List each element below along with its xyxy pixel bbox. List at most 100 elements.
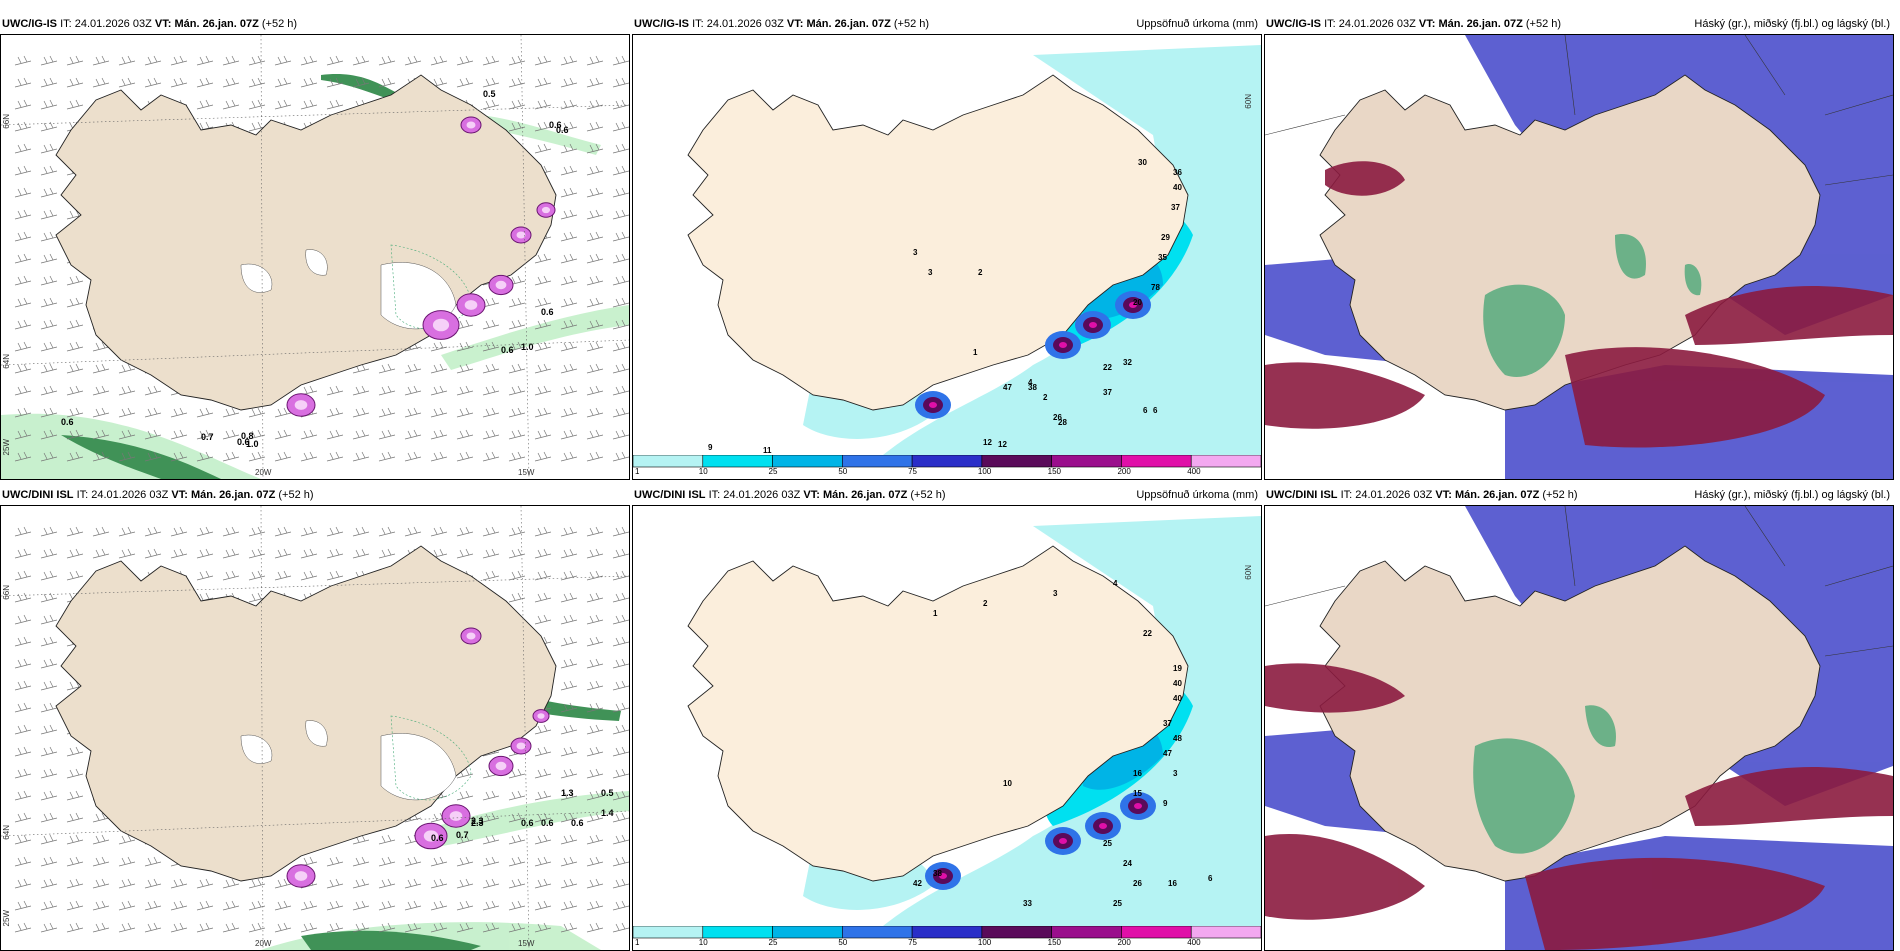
it-value: 24.01.2026 03Z bbox=[91, 489, 169, 501]
colorbar-tick: 100 bbox=[977, 467, 992, 476]
model-name: UWC/DINI ISL bbox=[2, 489, 74, 501]
precip-value: 11 bbox=[763, 446, 772, 455]
map-panel-p2: UWC/IG-IS IT: 24.01.2026 03Z VT: Mán. 26… bbox=[632, 16, 1262, 480]
precip-value: 40 bbox=[1173, 694, 1182, 703]
precip-value: 12 bbox=[983, 438, 992, 447]
precip-value: 38 bbox=[1028, 383, 1037, 392]
value-label: 2.3 bbox=[471, 816, 484, 826]
model-name: UWC/DINI ISL bbox=[634, 489, 706, 501]
value-label: 0.8 bbox=[241, 431, 254, 441]
precip-value: 2 bbox=[978, 268, 983, 277]
precip-value: 24 bbox=[1123, 859, 1132, 868]
lead-time: (+52 h) bbox=[910, 489, 946, 501]
precip-value: 4 bbox=[1113, 579, 1118, 588]
colorbar-swatches bbox=[633, 455, 1261, 468]
colorbar-tick: 150 bbox=[1047, 938, 1062, 947]
colorbar-tick: 75 bbox=[908, 938, 918, 947]
map-panel-p4: UWC/DINI ISL IT: 24.01.2026 03Z VT: Mán.… bbox=[0, 487, 630, 951]
colorbar-swatch bbox=[702, 926, 773, 939]
vt-value: Mán. 26.jan. 07Z bbox=[822, 489, 908, 501]
value-label: 0.6 bbox=[431, 833, 444, 843]
value-label: 1.3 bbox=[561, 788, 574, 798]
value-label: 0.7 bbox=[201, 432, 214, 442]
precip-value: 37 bbox=[1103, 388, 1112, 397]
colorbar-tick: 400 bbox=[1187, 938, 1201, 947]
panel-title: Háský (gr.), miðský (fj.bl.) og lágský (… bbox=[1694, 489, 1890, 501]
colorbar-swatch bbox=[702, 455, 773, 468]
vt-label: VT: bbox=[803, 489, 820, 501]
panel-header: UWC/DINI ISL IT: 24.01.2026 03Z VT: Mán.… bbox=[1266, 487, 1890, 503]
lead-time: (+52 h) bbox=[278, 489, 314, 501]
map-panel-p1: UWC/IG-IS IT: 24.01.2026 03Z VT: Mán. 26… bbox=[0, 16, 630, 480]
precip-value: 9 bbox=[1163, 799, 1168, 808]
colorbar-swatch bbox=[842, 926, 913, 939]
colorbar-tick: 1 bbox=[635, 467, 640, 476]
precip-value: 20 bbox=[1133, 298, 1142, 307]
value-label: 0.6 bbox=[521, 818, 534, 828]
map-frame: 0.5 1.4 0.6 1.3 0.6 0.6 2.3 0.7 0.6 2.3 bbox=[0, 505, 630, 951]
colorbar-swatch bbox=[633, 926, 704, 939]
panel-header: UWC/DINI ISL IT: 24.01.2026 03Z VT: Mán.… bbox=[634, 487, 1258, 503]
it-value: 24.01.2026 03Z bbox=[1338, 18, 1416, 30]
map-canvas: 2219404037484716152524262533384210916364… bbox=[633, 506, 1261, 950]
lat-label: 66N bbox=[2, 114, 11, 129]
lead-time: (+52 h) bbox=[261, 18, 298, 30]
lon-label: 15W bbox=[518, 939, 535, 948]
colorbar-tick: 10 bbox=[698, 938, 708, 947]
colorbar-swatch bbox=[911, 455, 983, 468]
colorbar-tick: 25 bbox=[768, 938, 778, 947]
map-frame bbox=[1264, 34, 1894, 480]
colorbar-tick: 10 bbox=[698, 467, 708, 476]
precip-value: 40 bbox=[1173, 183, 1182, 192]
it-label: IT: bbox=[708, 489, 721, 501]
grid-label: 60N bbox=[1244, 94, 1253, 109]
precip-value: 1 bbox=[933, 609, 938, 618]
value-label: 0.5 bbox=[483, 89, 496, 99]
vt-value: Mán. 26.jan. 07Z bbox=[174, 18, 259, 30]
precip-value: 6 bbox=[1143, 406, 1148, 415]
precip-value: 1 bbox=[973, 348, 978, 357]
lat-label: 25W bbox=[2, 439, 11, 456]
colorbar-tick: 25 bbox=[768, 467, 778, 476]
colorbar-swatch bbox=[633, 455, 704, 468]
colorbar-swatch bbox=[1051, 455, 1122, 468]
lead-time: (+52 h) bbox=[893, 18, 930, 30]
lon-label: 20W bbox=[255, 468, 272, 477]
map-panel-p6: UWC/DINI ISL IT: 24.01.2026 03Z VT: Mán.… bbox=[1264, 487, 1894, 951]
map-canvas bbox=[1265, 506, 1893, 950]
precip-value: 16 bbox=[1168, 879, 1177, 888]
precip-value: 78 bbox=[1151, 283, 1160, 292]
precip-value: 33 bbox=[1023, 899, 1032, 908]
colorbar: 1 10 25 50 75 100 150 200 400 bbox=[633, 455, 1261, 479]
lat-label: 64N bbox=[2, 354, 11, 369]
map-panel-p5: UWC/DINI ISL IT: 24.01.2026 03Z VT: Mán.… bbox=[632, 487, 1262, 951]
value-label: 0.6 bbox=[61, 417, 74, 427]
panel-header: UWC/IG-IS IT: 24.01.2026 03Z VT: Mán. 26… bbox=[634, 16, 1258, 32]
lat-label: 64N bbox=[2, 825, 11, 840]
value-label: 0.5 bbox=[601, 788, 614, 798]
vt-value: Mán. 26.jan. 07Z bbox=[1454, 489, 1540, 501]
vt-value: Mán. 26.jan. 07Z bbox=[806, 18, 891, 30]
it-value: 24.01.2026 03Z bbox=[74, 18, 152, 30]
precip-value: 40 bbox=[1173, 679, 1182, 688]
precip-value: 22 bbox=[1143, 629, 1152, 638]
value-label: 0.6 bbox=[541, 818, 554, 828]
precip-value: 26 bbox=[1133, 879, 1142, 888]
colorbar-tick: 75 bbox=[908, 467, 918, 476]
precip-value: 10 bbox=[1003, 779, 1012, 788]
colorbar-tick: 200 bbox=[1117, 938, 1131, 947]
colorbar-tick: 50 bbox=[838, 938, 848, 947]
precip-value: 48 bbox=[1173, 734, 1182, 743]
precip-value: 12 bbox=[998, 440, 1007, 449]
colorbar-tick: 400 bbox=[1187, 467, 1201, 476]
precip-value: 6 bbox=[1153, 406, 1158, 415]
precip-value: 3 bbox=[1053, 589, 1058, 598]
value-label: 0.6 bbox=[541, 307, 554, 317]
value-label: 0.6 bbox=[549, 120, 562, 130]
precip-value: 30 bbox=[1138, 158, 1147, 167]
colorbar-swatches bbox=[633, 926, 1261, 939]
precip-value: 47 bbox=[1163, 749, 1172, 758]
colorbar-swatch bbox=[911, 926, 983, 939]
vt-label: VT: bbox=[154, 18, 172, 30]
